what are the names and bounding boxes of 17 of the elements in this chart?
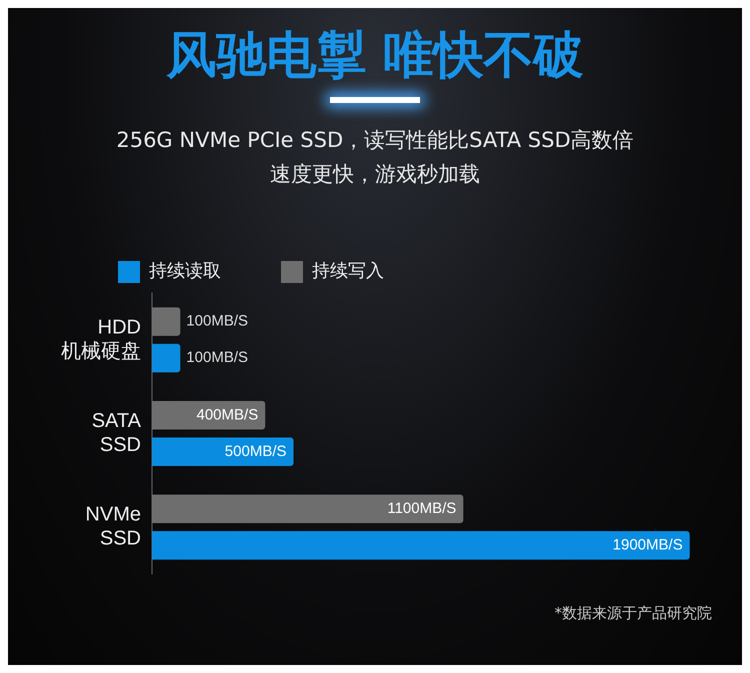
data-label: 500MB/S bbox=[224, 442, 286, 460]
chart-subtitle: 256G NVMe PCIe SSD，读写性能比SATA SSD高数倍速度更快，游戏秒加载 bbox=[115, 127, 635, 188]
data-label: 400MB/S bbox=[196, 406, 258, 424]
y-tick-label: NVMe SSD bbox=[85, 504, 141, 550]
text: *数据来源于产品研究院 bbox=[554, 604, 712, 623]
data-label: 1900MB/S bbox=[612, 536, 683, 554]
bar bbox=[152, 531, 690, 560]
legend-label: 持续读取 bbox=[149, 260, 221, 282]
data-label: 100MB/S bbox=[186, 349, 248, 366]
data-label: 100MB/S bbox=[186, 312, 248, 330]
chart-title: 风驰电掣 唯快不破 bbox=[165, 25, 585, 86]
bar bbox=[152, 438, 294, 466]
legend-label: 持续写入 bbox=[312, 260, 384, 282]
bar bbox=[152, 344, 180, 372]
data-label: 1100MB/S bbox=[387, 500, 456, 518]
y-tick-label: HDD 机械硬盘 bbox=[61, 316, 141, 362]
y-tick-label: SATA SSD bbox=[92, 410, 142, 456]
